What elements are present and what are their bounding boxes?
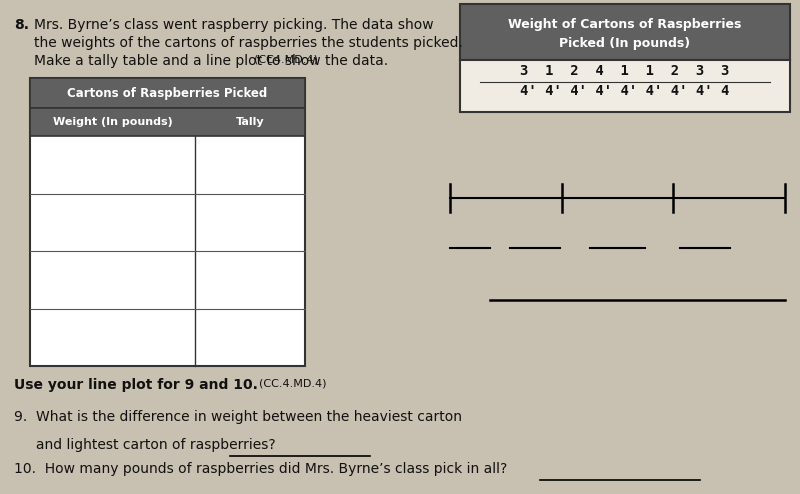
Text: Mrs. Byrne’s class went raspberry picking. The data show: Mrs. Byrne’s class went raspberry pickin… bbox=[34, 18, 434, 32]
Text: 10.  How many pounds of raspberries did Mrs. Byrne’s class pick in all?: 10. How many pounds of raspberries did M… bbox=[14, 462, 507, 476]
Text: Picked (In pounds): Picked (In pounds) bbox=[559, 37, 690, 50]
Text: and lightest carton of raspberries?: and lightest carton of raspberries? bbox=[14, 438, 276, 452]
Text: 4' 4' 4' 4' 4' 4' 4' 4' 4: 4' 4' 4' 4' 4' 4' 4' 4' 4 bbox=[520, 84, 730, 98]
Bar bbox=[460, 4, 790, 60]
Text: 8.: 8. bbox=[14, 18, 29, 32]
Text: 9.  What is the difference in weight between the heaviest carton: 9. What is the difference in weight betw… bbox=[14, 410, 462, 424]
Text: (CC.4.MD.4): (CC.4.MD.4) bbox=[259, 378, 326, 388]
Bar bbox=[460, 60, 790, 112]
Text: Make a tally table and a line plot to show the data.: Make a tally table and a line plot to sh… bbox=[34, 54, 388, 68]
Bar bbox=[30, 78, 305, 366]
Text: (CC4.MD.4): (CC4.MD.4) bbox=[254, 54, 318, 64]
Text: Weight of Cartons of Raspberries: Weight of Cartons of Raspberries bbox=[508, 18, 742, 31]
Bar bbox=[30, 78, 305, 108]
Text: Use your line plot for 9 and 10.: Use your line plot for 9 and 10. bbox=[14, 378, 258, 392]
Text: Weight (In pounds): Weight (In pounds) bbox=[53, 117, 172, 127]
Text: 3  1  2  4  1  1  2  3  3: 3 1 2 4 1 1 2 3 3 bbox=[520, 64, 730, 78]
Bar bbox=[30, 108, 305, 136]
Text: Tally: Tally bbox=[236, 117, 264, 127]
Text: the weights of the cartons of raspberries the students picked.: the weights of the cartons of raspberrie… bbox=[34, 36, 463, 50]
Text: Cartons of Raspberries Picked: Cartons of Raspberries Picked bbox=[67, 86, 268, 99]
